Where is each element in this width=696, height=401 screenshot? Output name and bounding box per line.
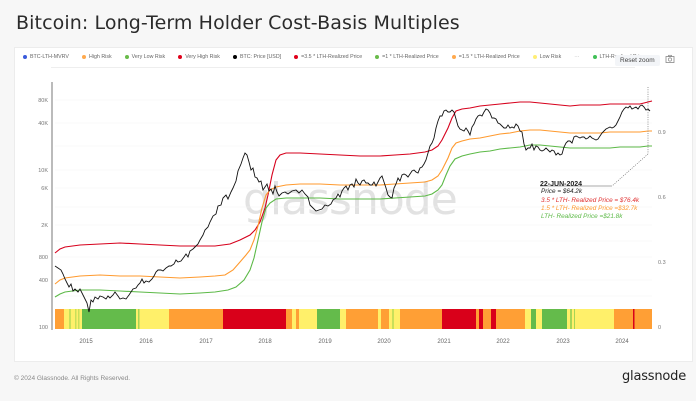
svg-text:10K: 10K: [38, 168, 48, 174]
legend-label: Very High Risk: [185, 54, 220, 60]
legend-dot-icon: [294, 55, 299, 59]
legend-item-btc-lth-mvrv[interactable]: BTC-LTH-MVRV: [23, 54, 69, 60]
legend-item-1-5x-lth[interactable]: =1.5 * LTH-Realized Price: [451, 54, 520, 60]
legend-item-very-high-risk[interactable]: Very High Risk: [178, 54, 220, 60]
series-lth-realized: [54, 144, 652, 298]
legend-item-1x-lth[interactable]: =1 * LTH-Realized Price: [375, 54, 439, 60]
legend-item-dashed[interactable]: ···: [574, 54, 579, 60]
legend-item-low-risk[interactable]: Low Risk: [532, 54, 562, 60]
series-1-5x-lth-realized: [54, 129, 652, 285]
glassnode-logo: glassnode: [622, 369, 687, 384]
svg-text:2022: 2022: [496, 339, 510, 345]
svg-text:80K: 80K: [38, 98, 48, 104]
legend-dot-icon: [178, 55, 183, 59]
svg-text:0: 0: [658, 325, 661, 331]
legend-dot-icon: [375, 55, 380, 59]
svg-text:40K: 40K: [38, 121, 48, 127]
legend-dot-icon: [81, 55, 86, 59]
svg-text:2K: 2K: [41, 223, 48, 229]
legend-label: =1 * LTH-Realized Price: [382, 54, 439, 60]
camera-icon[interactable]: [665, 54, 675, 64]
copyright-text: © 2024 Glassnode. All Rights Reserved.: [14, 375, 131, 382]
svg-text:2017: 2017: [199, 339, 213, 345]
x-axis-ticks: 2015 2016 2017 2018 2019 2020 2021 2022 …: [79, 339, 629, 345]
reset-zoom-button[interactable]: Reset zoom: [615, 55, 660, 66]
legend-label: BTC: Price [USD]: [239, 54, 282, 60]
svg-text:2024: 2024: [615, 339, 629, 345]
svg-text:100: 100: [39, 325, 48, 331]
legend-label: =1.5 * LTH-Realized Price: [458, 54, 520, 60]
series-btc-price: [54, 104, 651, 313]
annotation-lth: LTH- Realized Price =$21.8k: [541, 213, 623, 220]
legend-dot-icon: [451, 55, 456, 59]
legend-item-high-risk[interactable]: High Risk: [81, 54, 112, 60]
svg-text:6K: 6K: [41, 186, 48, 192]
legend-label: Low Risk: [539, 54, 562, 60]
legend-dot-icon: [532, 55, 537, 59]
svg-text:2016: 2016: [139, 339, 153, 345]
svg-text:400: 400: [39, 278, 48, 284]
svg-text:0.3: 0.3: [658, 260, 666, 266]
y2-axis-ticks: 0.9 0.6 0.3 0: [658, 130, 666, 331]
svg-text:2023: 2023: [556, 339, 570, 345]
legend-dot-icon: [592, 55, 597, 59]
legend-label: High Risk: [88, 54, 112, 60]
annotation-date: 22-JUN-2024: [540, 181, 583, 188]
series-3-5x-lth-realized: [54, 100, 653, 254]
risk-heat-strip: [55, 309, 652, 329]
legend-item-btc-price[interactable]: BTC: Price [USD]: [232, 54, 282, 60]
legend-label: ···: [574, 54, 580, 60]
svg-text:2019: 2019: [318, 339, 332, 345]
legend-item-very-low-risk[interactable]: Very Low Risk: [124, 54, 166, 60]
gridlines: [55, 99, 652, 297]
legend-label: BTC-LTH-MVRV: [30, 54, 69, 60]
svg-text:800: 800: [39, 255, 48, 261]
legend-item-3-5x-lth[interactable]: =3.5 * LTH-Realized Price: [294, 54, 362, 60]
svg-text:2020: 2020: [377, 339, 391, 345]
svg-text:2021: 2021: [437, 339, 451, 345]
legend-dot-icon: [23, 55, 27, 59]
page-title: Bitcoin: Long-Term Holder Cost-Basis Mul…: [16, 12, 460, 34]
svg-text:2018: 2018: [258, 339, 272, 345]
legend-dot-icon: [124, 55, 129, 59]
annotation-price: Price = $64.2k: [541, 188, 583, 195]
annotation-1-5x: 1.5 * LTH- Realized Price =$32.7k: [541, 205, 638, 212]
legend-label: Very Low Risk: [131, 54, 166, 60]
annotation-3-5x: 3.5 * LTH- Realized Price = $76.4k: [541, 197, 640, 204]
svg-text:2015: 2015: [79, 339, 93, 345]
svg-text:0.9: 0.9: [658, 130, 666, 136]
legend-divider: [51, 67, 635, 68]
legend-label: =3.5 * LTH-Realized Price: [301, 54, 363, 60]
y-axis-ticks: 80K 40K 10K 6K 2K 800 400 100: [38, 98, 48, 331]
svg-text:0.6: 0.6: [658, 195, 666, 201]
legend-dot-icon: [232, 55, 237, 59]
